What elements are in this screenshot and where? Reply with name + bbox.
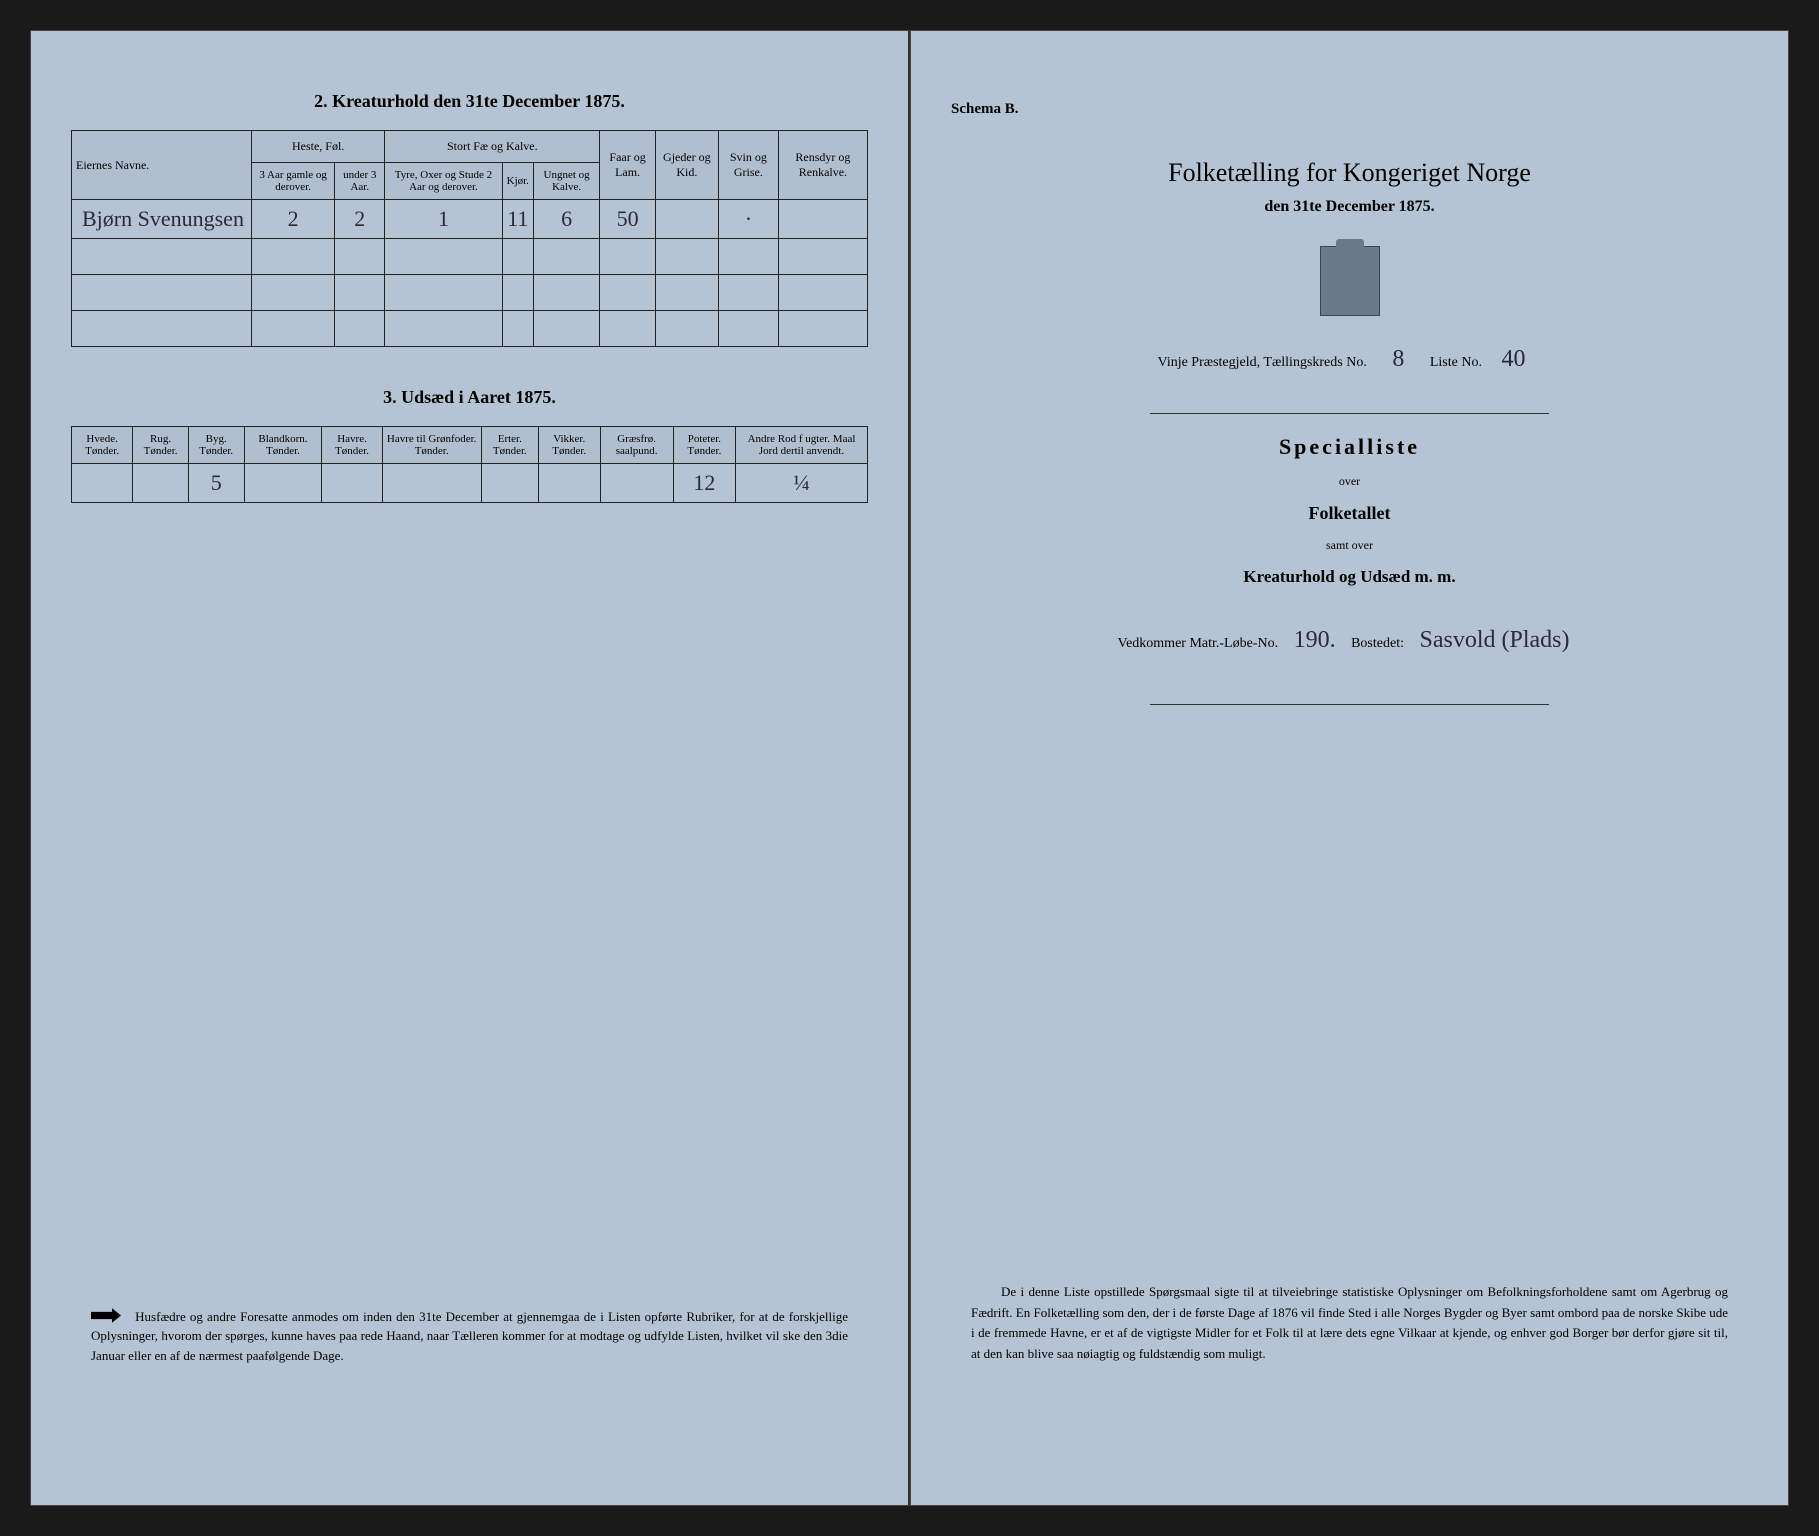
praestegjeld-label: Vinje Præstegjeld, [1158, 355, 1261, 370]
table-row [72, 311, 868, 347]
col-stortfae: Stort Fæ og Kalve. [385, 131, 600, 163]
sub-fae3: Ungnet og Kalve. [533, 163, 599, 200]
cell-heste2: 2 [335, 200, 385, 239]
liste-label: Liste No. [1430, 355, 1482, 370]
divider [1150, 704, 1549, 705]
udsaed-c10: ¼ [735, 464, 867, 503]
cell-faar: 50 [600, 200, 656, 239]
table-row: 5 12 ¼ [72, 464, 868, 503]
udsaed-c1 [133, 464, 189, 503]
schema-label: Schema B. [951, 101, 1748, 118]
udsaed-h5: Havre til Grønfoder. Tønder. [382, 427, 481, 464]
matr-label: Vedkommer Matr.-Løbe-No. [1118, 636, 1279, 651]
udsaed-c4 [322, 464, 382, 503]
sub-fae2: Kjør. [502, 163, 533, 200]
col-svin: Svin og Grise. [718, 131, 778, 200]
udsaed-h9: Poteter. Tønder. [673, 427, 735, 464]
udsaed-c2: 5 [188, 464, 244, 503]
left-page: 2. Kreaturhold den 31te December 1875. E… [30, 30, 910, 1506]
cell-gjeder [655, 200, 718, 239]
udsaed-h1: Rug. Tønder. [133, 427, 189, 464]
col-gjeder: Gjeder og Kid. [655, 131, 718, 200]
udsaed-h4: Havre. Tønder. [322, 427, 382, 464]
main-title: Folketælling for Kongeriget Norge [951, 158, 1748, 188]
sub-heste1: 3 Aar gamle og derover. [252, 163, 335, 200]
udsaed-h7: Vikker. Tønder. [538, 427, 600, 464]
udsaed-h8: Græsfrø. saalpund. [600, 427, 673, 464]
tk-number: 8 [1378, 346, 1418, 373]
cell-fae2: 11 [502, 200, 533, 239]
tk-label: Tællingskreds No. [1263, 355, 1366, 370]
udsaed-c6 [481, 464, 538, 503]
bosted-row: Vedkommer Matr.-Løbe-No. 190. Bostedet: … [951, 627, 1748, 654]
matr-number: 190. [1294, 627, 1336, 654]
udsaed-h3: Blandkorn. Tønder. [244, 427, 322, 464]
left-footnote: Husfædre og andre Foresatte anmodes om i… [91, 1307, 848, 1366]
col-eiernes-navne: Eiernes Navne. [72, 131, 252, 200]
folketallet: Folketallet [951, 503, 1748, 524]
udsaed-h6: Erter. Tønder. [481, 427, 538, 464]
kreaturhold-heading: Kreaturhold og Udsæd m. m. [951, 567, 1748, 587]
udsaed-h10: Andre Rod f ugter. Maal Jord dertil anve… [735, 427, 867, 464]
udsaed-h0: Hvede. Tønder. [72, 427, 133, 464]
udsaed-c8 [600, 464, 673, 503]
udsaed-c7 [538, 464, 600, 503]
bosted-value: Sasvold (Plads) [1419, 627, 1569, 654]
sub-fae1: Tyre, Oxer og Stude 2 Aar og derover. [385, 163, 502, 200]
samt-over: samt over [951, 538, 1748, 553]
udsaed-c5 [382, 464, 481, 503]
cell-svin: · [718, 200, 778, 239]
hand-pointer-icon [91, 1307, 121, 1325]
coat-of-arms-icon [1320, 246, 1380, 316]
udsaed-c9: 12 [673, 464, 735, 503]
table-row [72, 239, 868, 275]
cell-fae3: 6 [533, 200, 599, 239]
liste-number: 40 [1493, 346, 1533, 373]
over-label: over [951, 474, 1748, 489]
section3-title: 3. Udsæd i Aaret 1875. [71, 387, 868, 408]
cell-rensdyr [778, 200, 867, 239]
section2-title: 2. Kreaturhold den 31te December 1875. [71, 91, 868, 112]
cell-heste1: 2 [252, 200, 335, 239]
col-heste: Heste, Føl. [252, 131, 385, 163]
table-row [72, 275, 868, 311]
bosted-label: Bostedet: [1351, 636, 1404, 651]
col-faar: Faar og Lam. [600, 131, 656, 200]
specialliste: Specialliste [951, 434, 1748, 460]
udsaed-c3 [244, 464, 322, 503]
district-row: Vinje Præstegjeld, Tællingskreds No. 8 L… [951, 346, 1748, 373]
cell-fae1: 1 [385, 200, 502, 239]
udsaed-c0 [72, 464, 133, 503]
date-subtitle: den 31te December 1875. [951, 198, 1748, 216]
udsaed-table: Hvede. Tønder. Rug. Tønder. Byg. Tønder.… [71, 426, 868, 503]
owner-name: Bjørn Svenungsen [72, 200, 252, 239]
bottom-paragraph: De i denne Liste opstillede Spørgsmaal s… [971, 1282, 1728, 1365]
col-rensdyr: Rensdyr og Renkalve. [778, 131, 867, 200]
right-page: Schema B. Folketælling for Kongeriget No… [910, 30, 1789, 1506]
footnote-text: Husfædre og andre Foresatte anmodes om i… [91, 1309, 848, 1363]
udsaed-h2: Byg. Tønder. [188, 427, 244, 464]
divider [1150, 413, 1549, 414]
kreaturhold-table: Eiernes Navne. Heste, Føl. Stort Fæ og K… [71, 130, 868, 347]
table-row: Bjørn Svenungsen 2 2 1 11 6 50 · [72, 200, 868, 239]
sub-heste2: under 3 Aar. [335, 163, 385, 200]
